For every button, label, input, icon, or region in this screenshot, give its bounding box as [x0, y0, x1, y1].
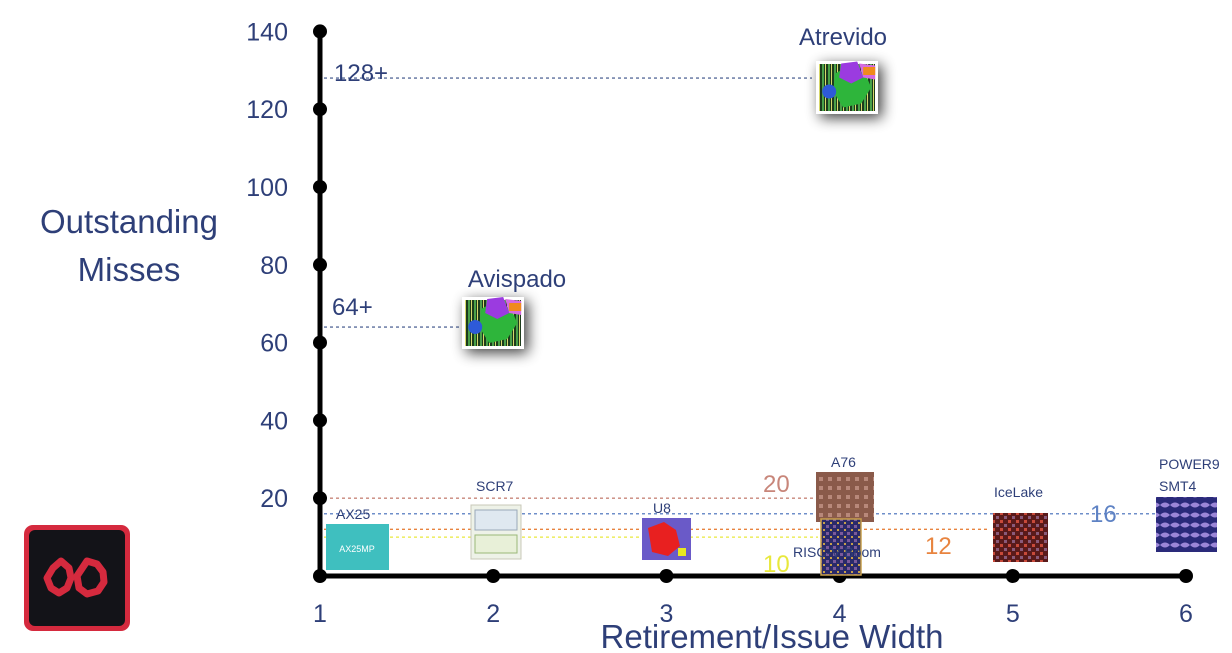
x-tick-dot [486, 569, 501, 583]
chip-images: AX25MP [326, 61, 1217, 576]
u8-chip-image [642, 518, 691, 560]
atrevido-chip-image [816, 61, 878, 114]
y-axis-label-line-1: Outstanding [40, 203, 218, 240]
avispado-chip-image [462, 297, 524, 349]
chip-block-purple [839, 61, 864, 84]
risc-v-boom-chip-image [820, 518, 862, 576]
y-tick-label: 100 [246, 174, 288, 202]
x-tick-label: 3 [659, 600, 673, 628]
icelake-chip-image [993, 513, 1048, 562]
risc-v-boom-chip-body [820, 518, 862, 576]
icelake-chip-body [993, 513, 1048, 562]
value-label-12: 12 [925, 533, 952, 560]
u8-chip-block-yellow [678, 548, 686, 556]
semidynamics-logo-icon [24, 525, 130, 631]
x-tick-label: 5 [1006, 600, 1020, 628]
power9-chip-body [1156, 497, 1217, 552]
x-axis-label: Retirement/Issue Width [601, 618, 944, 653]
point-label-u8: U8 [653, 500, 671, 516]
y-tick-label: 40 [260, 407, 288, 435]
x-tick-dot [659, 569, 674, 583]
a76-chip-image [816, 472, 874, 522]
power9-chip-image [1156, 497, 1217, 552]
x-tick-label: 4 [833, 600, 847, 628]
y-tick-dot [313, 24, 327, 39]
ax25-chip-text: AX25MP [339, 544, 375, 554]
point-label-ax25: AX25 [336, 506, 370, 522]
a76-chip-body [816, 472, 874, 522]
x-tick-label: 6 [1179, 600, 1193, 628]
chip-block-orange [509, 303, 522, 311]
scr7-chip-block [474, 534, 518, 554]
reference-lines [324, 77, 1158, 538]
y-tick-dot [313, 335, 327, 350]
labels: Atrevido Avispado 128+ 64+ 20 16 12 10 AX25 SCR7 U… [332, 24, 1220, 578]
chip-block-purple [485, 297, 510, 319]
point-label-power9: POWER9 [1159, 456, 1220, 472]
ax25-chip-body [326, 524, 389, 570]
x-tick-label: 2 [486, 600, 500, 628]
x-tick-dot [1005, 569, 1020, 583]
point-label-scr7: SCR7 [476, 478, 514, 494]
value-label-16: 16 [1090, 501, 1117, 528]
chip-block-orange [863, 67, 876, 75]
u8-chip-block-red [648, 522, 680, 556]
point-label-avispado: Avispado [468, 266, 566, 293]
y-tick-label: 60 [260, 330, 288, 358]
y-tick-dot [313, 102, 327, 117]
scr7-chip-block [474, 509, 518, 531]
scr7-chip-image [470, 504, 522, 560]
y-tick-label: 140 [246, 18, 288, 46]
y-tick-label: 120 [246, 96, 288, 124]
value-label-64: 64+ [332, 294, 373, 321]
point-label-risc-v-boom: RISC-V Boom [793, 544, 881, 560]
y-tick-dot [313, 491, 327, 506]
x-tick-label: 1 [313, 600, 327, 628]
chip-block-blue [468, 320, 483, 334]
y-tick-label: 80 [260, 252, 288, 280]
y-tick-dot [313, 180, 327, 194]
y-axis-label-line-2: Misses [77, 251, 181, 288]
ax25-chip-image: AX25MP [326, 524, 389, 570]
origin-dot [313, 569, 327, 583]
x-tick-dot [1179, 569, 1193, 583]
chip-block-blue [822, 84, 837, 99]
point-label-icelake: IceLake [994, 484, 1043, 500]
y-tick-dot [313, 257, 327, 272]
value-label-128: 128+ [334, 60, 388, 87]
y-tick-label: 20 [260, 485, 288, 513]
value-label-20: 20 [763, 471, 790, 498]
point-label-atrevido: Atrevido [799, 24, 887, 51]
value-label-10: 10 [763, 551, 790, 578]
point-label-smt4: SMT4 [1159, 478, 1197, 494]
point-label-a76: A76 [831, 454, 856, 470]
y-tick-dot [313, 413, 327, 428]
